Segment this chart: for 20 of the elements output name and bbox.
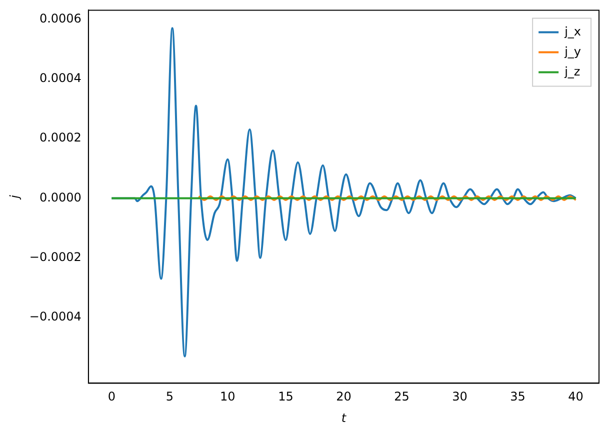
legend-label: j_z bbox=[564, 64, 580, 78]
x-axis-title: t bbox=[341, 410, 348, 425]
y-tick-label: 0.0004 bbox=[39, 70, 82, 85]
x-tick-label: 30 bbox=[452, 390, 468, 404]
y-tick-label: 0.0006 bbox=[39, 11, 82, 26]
y-tick-label: −0.0002 bbox=[29, 250, 82, 264]
y-tick-label: 0.0002 bbox=[39, 130, 82, 145]
y-tick-label: −0.0004 bbox=[29, 310, 82, 324]
x-tick-label: 0 bbox=[108, 390, 116, 404]
y-axis-title: j bbox=[7, 194, 22, 200]
x-tick-label: 15 bbox=[278, 390, 294, 404]
legend-label: j_y bbox=[564, 44, 581, 58]
x-tick-label: 5 bbox=[166, 390, 174, 404]
y-tick-label: 0.0000 bbox=[39, 190, 82, 204]
x-tick-label: 40 bbox=[568, 390, 584, 404]
x-tick-label: 35 bbox=[510, 390, 526, 404]
x-tick-label: 25 bbox=[394, 390, 410, 404]
x-tick-label: 10 bbox=[220, 390, 236, 404]
legend-label: j_x bbox=[564, 24, 581, 38]
x-tick-label: 20 bbox=[336, 390, 352, 404]
